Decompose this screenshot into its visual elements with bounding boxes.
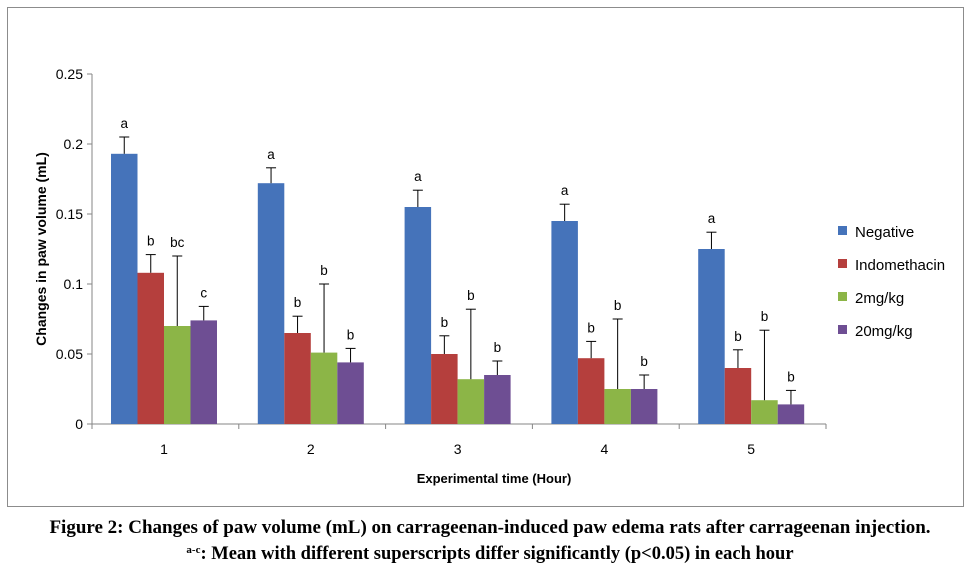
bar xyxy=(751,400,778,424)
y-tick-label: 0 xyxy=(75,416,83,432)
significance-label: b xyxy=(494,340,502,355)
x-tick-label: 3 xyxy=(454,441,462,457)
bar xyxy=(164,326,191,424)
legend-swatch xyxy=(838,325,847,334)
bar xyxy=(551,221,578,424)
significance-label: b xyxy=(147,234,155,249)
significance-label: a xyxy=(708,211,716,226)
bar xyxy=(630,389,658,424)
y-tick-label: 0.05 xyxy=(56,346,83,362)
bar xyxy=(431,354,458,424)
legend-label: 20mg/kg xyxy=(855,323,913,340)
bar xyxy=(457,379,485,424)
significance-label: b xyxy=(294,295,302,310)
x-tick-label: 5 xyxy=(747,441,755,457)
significance-label: b xyxy=(347,327,355,342)
significance-label: b xyxy=(734,329,742,344)
significance-label: b xyxy=(467,288,475,303)
y-tick-label: 0.1 xyxy=(64,276,84,292)
x-tick-label: 4 xyxy=(601,441,609,457)
bar xyxy=(604,389,631,424)
bar xyxy=(404,207,432,424)
legend-label: Negative xyxy=(855,224,914,241)
significance-label: b xyxy=(761,309,769,324)
bar xyxy=(698,249,725,424)
bar xyxy=(310,352,338,424)
bar xyxy=(577,358,605,424)
bar xyxy=(284,333,311,424)
chart-frame: 0 0.05 0.1 0.15 0.2 0.25 1 2 3 4 5 a a a a a b b b b b bc b b b b… xyxy=(7,7,964,507)
bar xyxy=(257,183,285,424)
legend-label: 2mg/kg xyxy=(855,290,904,307)
significance-label: a xyxy=(414,169,422,184)
significance-label: a xyxy=(561,183,569,198)
significance-label: b xyxy=(640,354,648,369)
caption-note-text: : Mean with different superscripts diffe… xyxy=(200,544,794,564)
x-tick-label: 1 xyxy=(160,441,168,457)
legend-swatch xyxy=(838,259,847,268)
x-axis-title: Experimental time (Hour) xyxy=(417,471,572,486)
y-tick-label: 0.2 xyxy=(64,136,84,152)
bar xyxy=(724,368,752,424)
legend-label: Indomethacin xyxy=(855,257,945,274)
bar xyxy=(111,153,138,425)
bar xyxy=(777,404,805,424)
bar xyxy=(337,362,364,424)
bar xyxy=(190,320,217,424)
legend-swatch xyxy=(838,292,847,301)
legend-swatch xyxy=(838,226,847,235)
significance-label: b xyxy=(787,369,795,384)
bar xyxy=(484,375,511,424)
bar xyxy=(137,272,164,424)
caption-superscript: a-c xyxy=(186,544,201,556)
significance-label: bc xyxy=(170,235,185,250)
significance-label: b xyxy=(614,298,622,313)
significance-label: b xyxy=(441,315,449,330)
significance-label: a xyxy=(267,147,275,162)
significance-label: b xyxy=(320,263,328,278)
x-tick-label: 2 xyxy=(307,441,315,457)
significance-label: c xyxy=(200,285,207,300)
significance-label: a xyxy=(120,116,128,131)
y-tick-label: 0.25 xyxy=(56,66,83,82)
significance-label: b xyxy=(587,320,595,335)
y-axis-title: Changes in paw volume (mL) xyxy=(33,152,49,346)
figure-caption: Figure 2: Changes of paw volume (mL) on … xyxy=(49,517,931,538)
y-tick-label: 0.15 xyxy=(56,206,83,222)
figure-caption-note: a-c: Mean with different superscripts di… xyxy=(0,544,980,565)
